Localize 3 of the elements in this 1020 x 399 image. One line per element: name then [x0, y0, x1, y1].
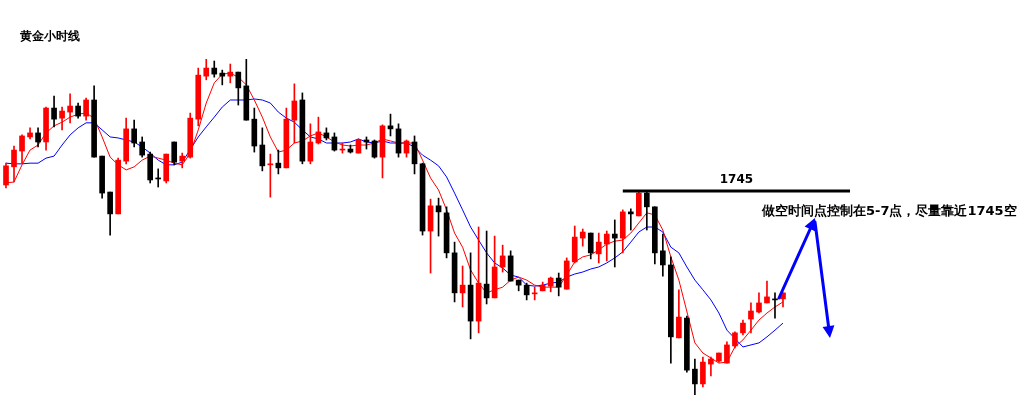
annotation: 1745 [719, 172, 754, 187]
chart-title: 黄金小时线 [19, 29, 80, 43]
annotation: 做空时间点控制在5-7点，尽量靠近1745空 [761, 203, 1017, 219]
